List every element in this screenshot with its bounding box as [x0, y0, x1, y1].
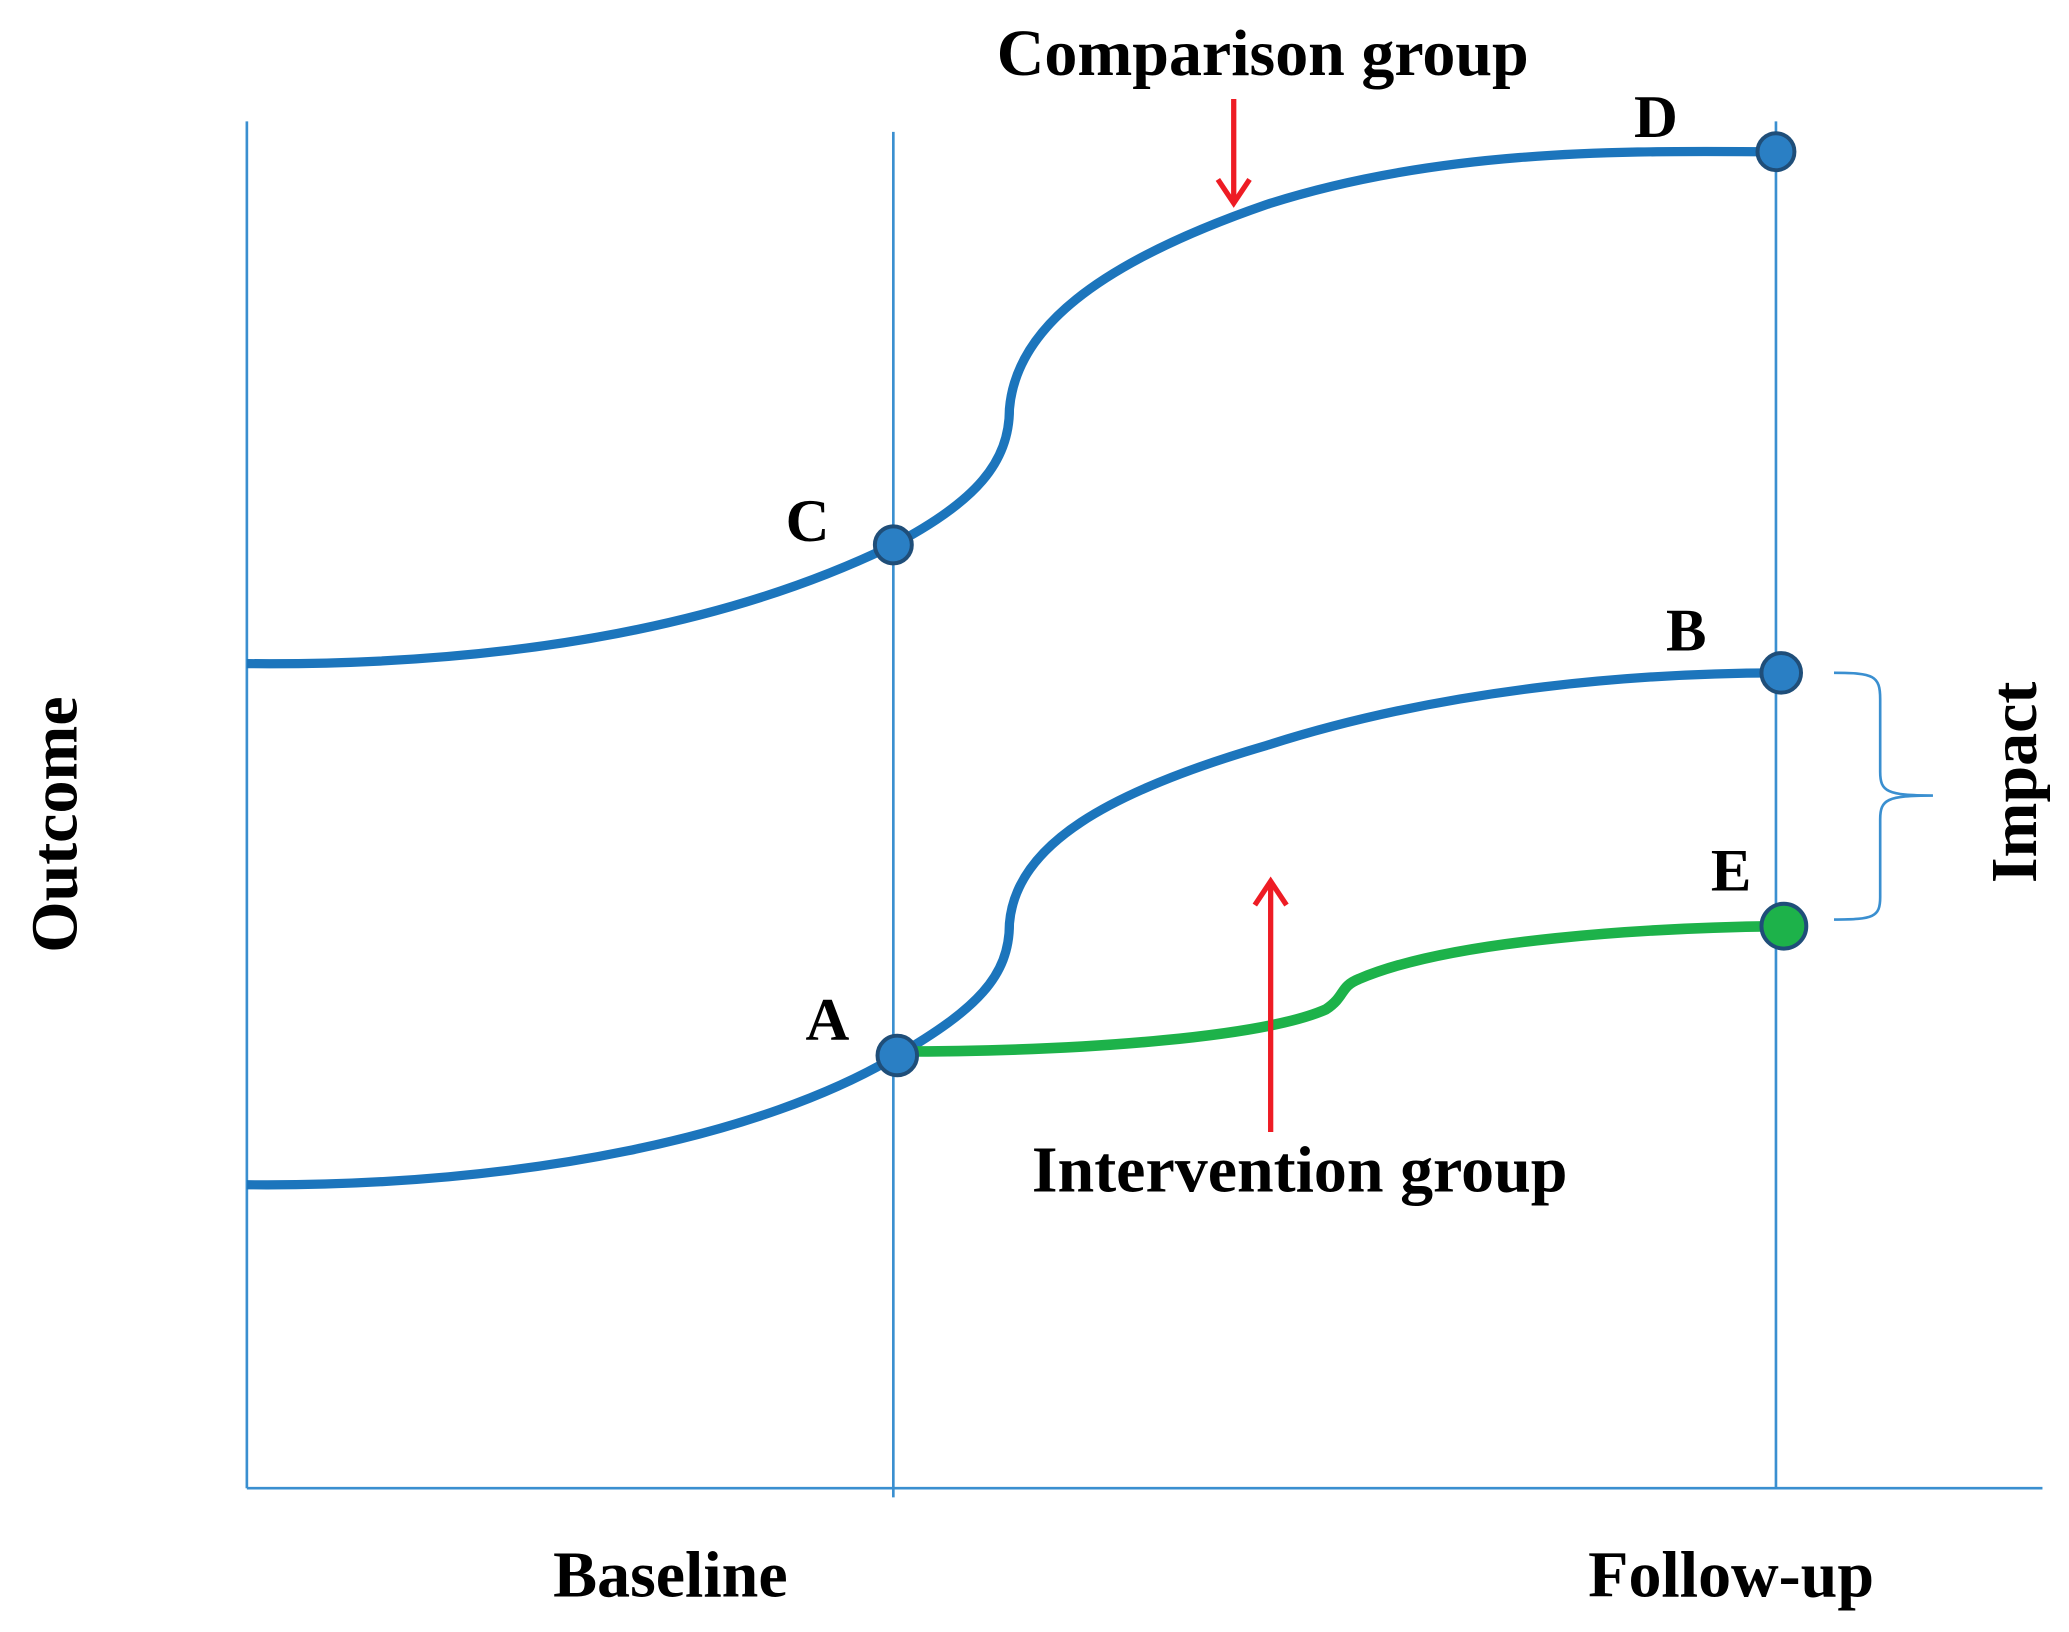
point-b: [1759, 651, 1804, 695]
impact-label: Impact: [1978, 682, 2051, 884]
comparison-label: Comparison group: [997, 17, 1529, 90]
intervention-curve: [897, 920, 1784, 1057]
y-axis-label: Outcome: [19, 696, 92, 952]
counterfactual-curve: [246, 668, 1782, 1190]
point-label: A: [805, 987, 849, 1054]
points: [872, 131, 1809, 1078]
point-label: C: [786, 488, 830, 555]
arrow-down-head: [1215, 177, 1252, 208]
point-e: [1759, 901, 1809, 951]
intervention-label: Intervention group: [1032, 1133, 1568, 1206]
point-label: E: [1711, 838, 1751, 905]
arrows: [1215, 98, 1289, 1132]
impact-brace: [1834, 671, 1933, 921]
comparison-curve: [246, 146, 1776, 669]
follow-up-label: Follow-up: [1588, 1538, 1874, 1611]
arrow-up-head: [1252, 876, 1289, 907]
point-label: B: [1666, 597, 1706, 664]
point-c: [872, 524, 914, 566]
point-d: [1755, 131, 1797, 173]
point-label: D: [1634, 84, 1678, 151]
point-a: [875, 1033, 920, 1078]
axes: [245, 121, 2043, 1498]
baseline-label: Baseline: [553, 1538, 788, 1611]
